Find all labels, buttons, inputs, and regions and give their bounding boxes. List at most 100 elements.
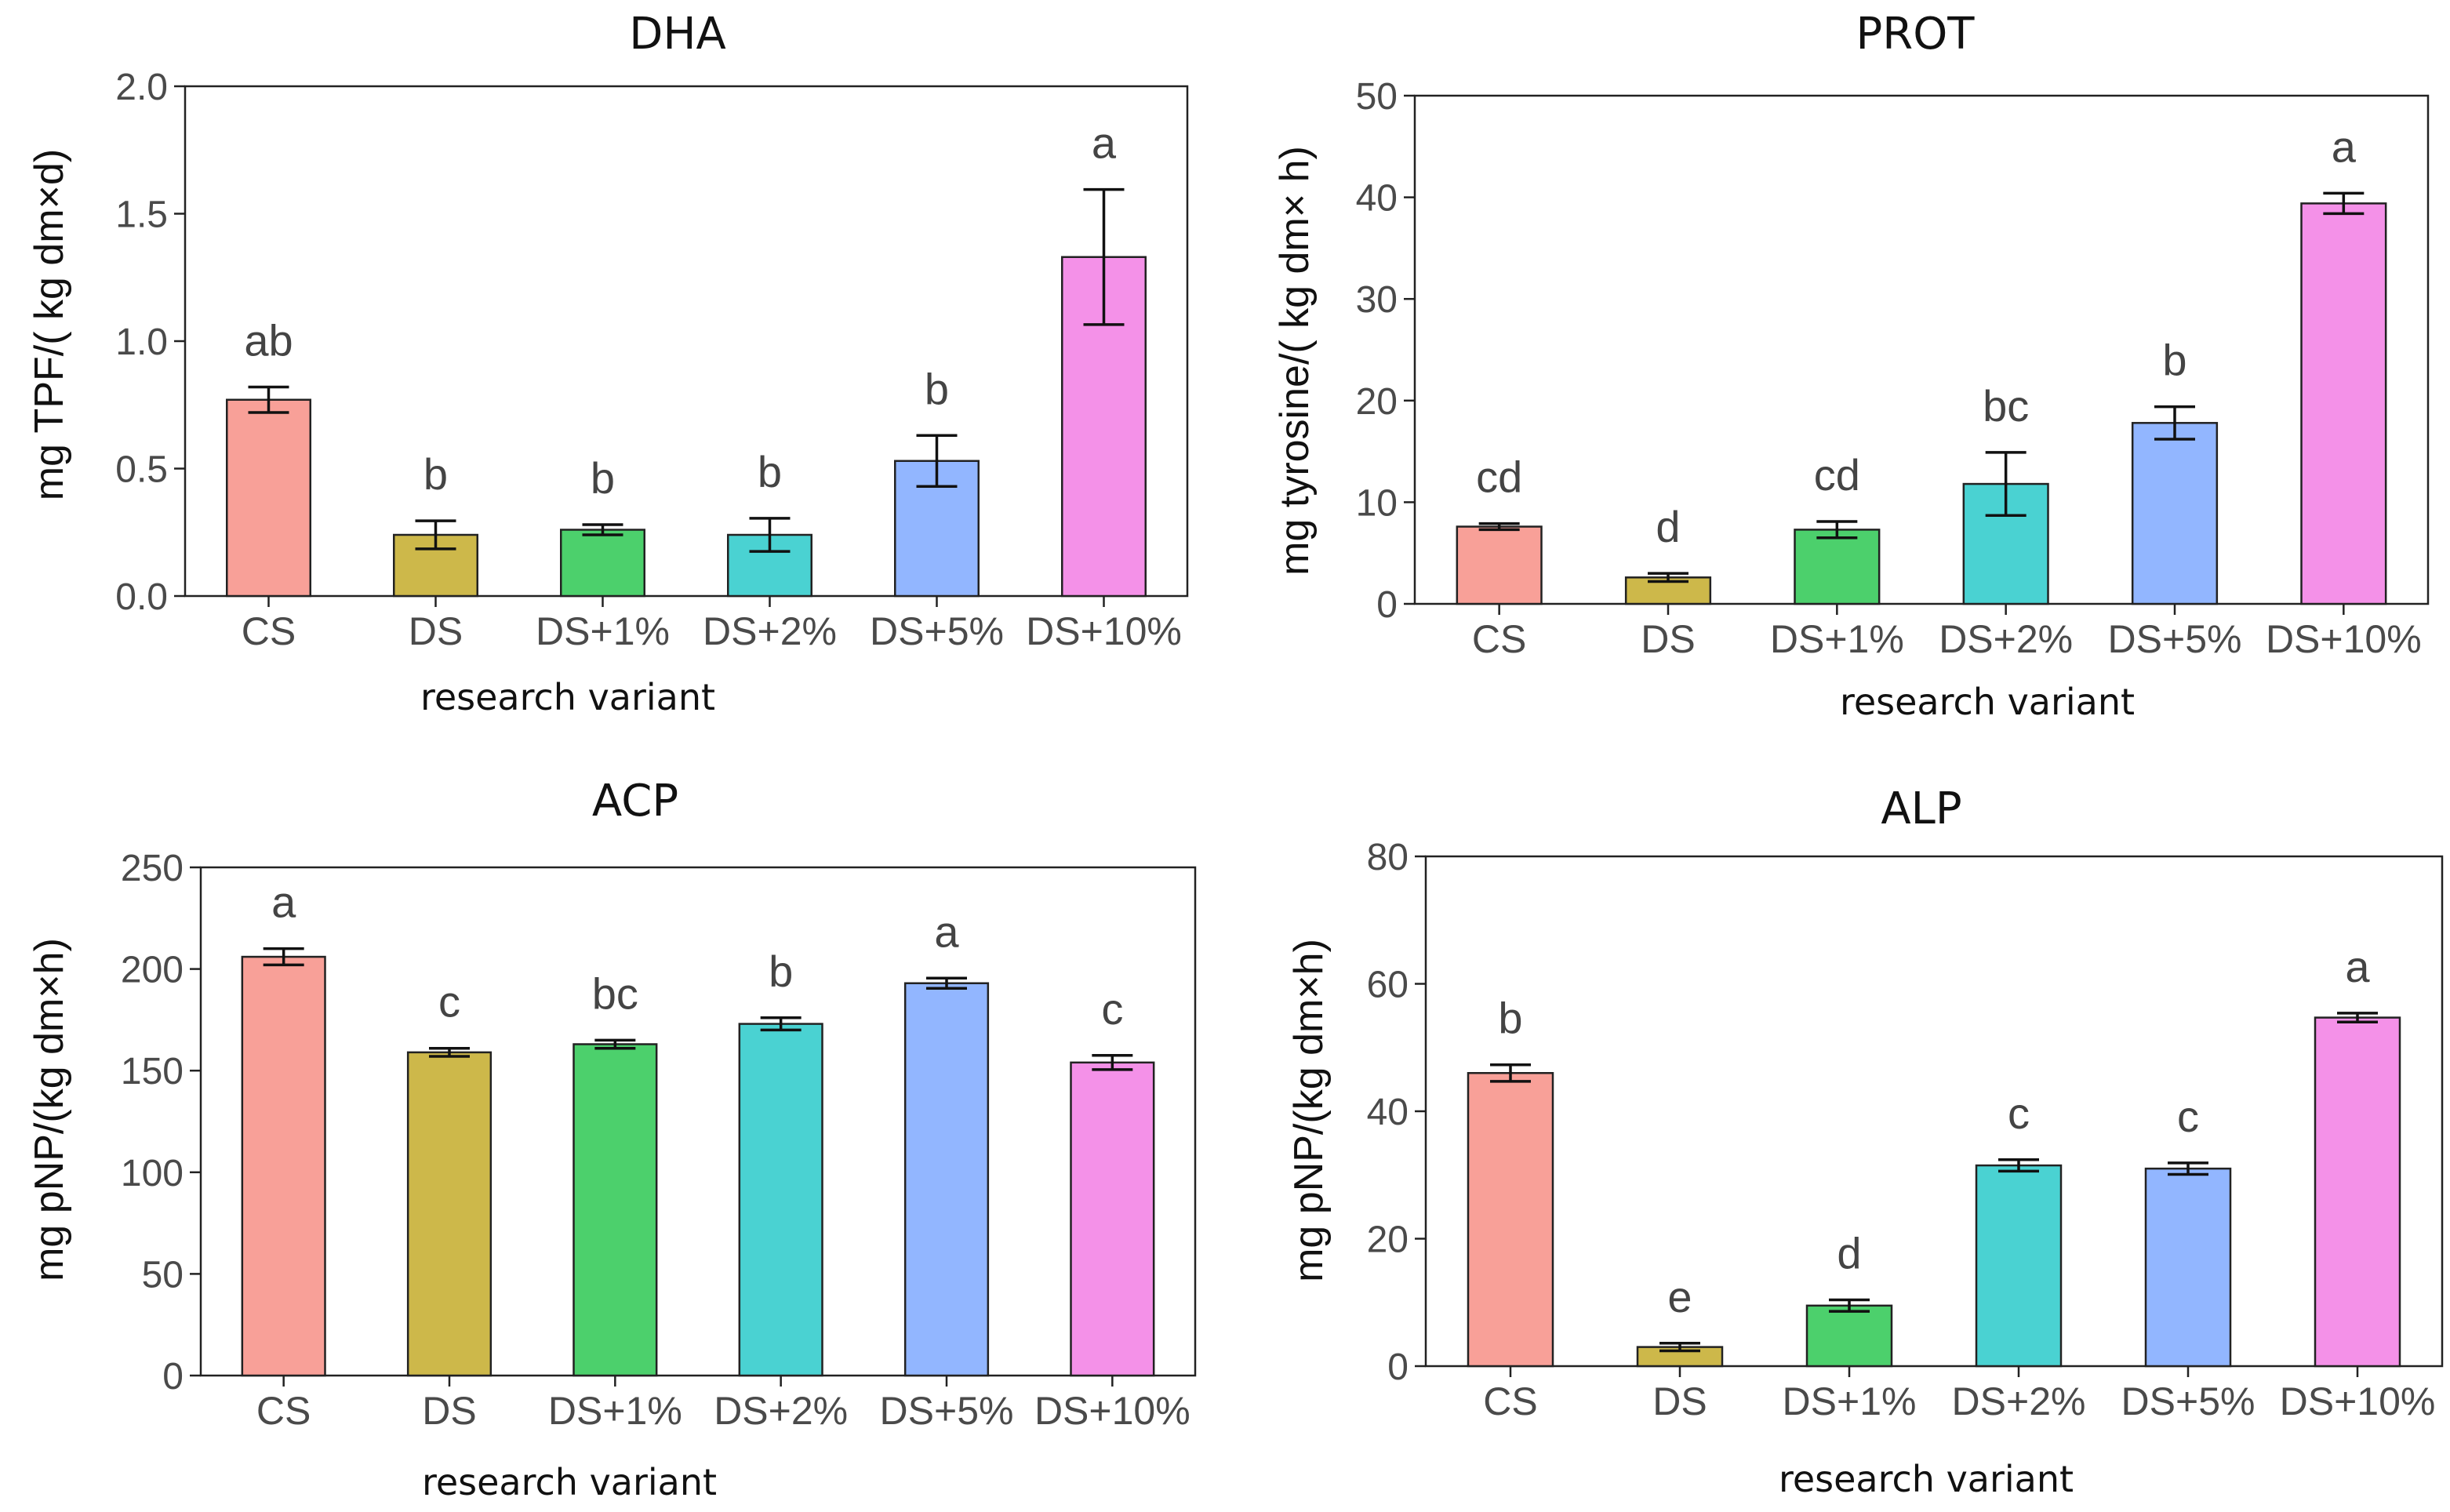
x-tick-label: DS: [1652, 1379, 1707, 1423]
x-axis-label: research variant: [1840, 681, 2135, 723]
chart-title: ACP: [592, 776, 678, 827]
bar-ds-plus-10pct: [2300, 202, 2387, 605]
significance-letter: b: [591, 453, 615, 503]
significance-letter: b: [423, 449, 448, 499]
significance-letter: a: [2345, 942, 2370, 991]
bar-ds: [406, 1051, 493, 1377]
bar-ds-plus-1pct: [560, 529, 645, 598]
y-tick-label: 0.5: [115, 449, 168, 491]
plot-area: 0 10 20 30 40 50 cd CS d DS cd DS+1% bc DS+2% b DS+5% a D…: [1356, 76, 2430, 661]
significance-letter: c: [438, 977, 460, 1027]
y-tick-label: 60: [1367, 965, 1409, 1006]
significance-letter: a: [2332, 122, 2357, 171]
bar-cs: [226, 398, 311, 598]
chart-panel-prot: PROT mg tyrosine/( kg dm× h) research va…: [1272, 9, 2430, 723]
y-tick-label: 30: [1356, 279, 1398, 321]
y-tick-label: 0: [1387, 1347, 1409, 1388]
bar-cs: [1467, 1072, 1554, 1368]
y-tick-label: 0: [162, 1356, 184, 1398]
significance-letter: b: [925, 364, 949, 413]
bar-ds-plus-10pct: [2314, 1016, 2401, 1368]
bar-cs: [1456, 525, 1543, 605]
significance-letter: d: [1837, 1229, 1861, 1278]
x-tick-label: CS: [1472, 617, 1526, 661]
y-axis-label: mg pNP/(kg dm×h): [1286, 939, 1332, 1282]
x-tick-label: DS+2%: [1952, 1379, 2086, 1423]
chart-panel-acp: ACP mg pNP/(kg dm×h) research variant 0 5…: [27, 776, 1197, 1503]
significance-letter: b: [1498, 994, 1522, 1043]
x-axis-label: research variant: [1779, 1458, 2074, 1500]
x-tick-label: DS+5%: [2108, 617, 2242, 661]
x-tick-label: DS: [422, 1389, 476, 1433]
y-tick-label: 1.0: [115, 322, 168, 363]
y-tick-label: 20: [1356, 381, 1398, 423]
chart-panel-alp: ALP mg pNP/(kg dm×h) research variant 0 2…: [1286, 783, 2444, 1500]
x-tick-label: DS+1%: [536, 609, 670, 653]
plot-frame: [1424, 855, 2444, 1368]
bar-ds-plus-2pct: [727, 533, 812, 598]
plot-frame: [199, 866, 1197, 1377]
y-axis-label: mg pNP/(kg dm×h): [27, 938, 72, 1281]
bar-cs: [241, 955, 326, 1377]
bar-ds-plus-2pct: [738, 1023, 823, 1377]
significance-letter: b: [769, 947, 793, 996]
y-tick-label: 250: [121, 848, 184, 889]
y-tick-label: 150: [121, 1051, 184, 1092]
bar-ds-plus-5pct: [903, 982, 990, 1377]
y-tick-label: 200: [121, 950, 184, 991]
x-tick-label: DS+10%: [2266, 617, 2422, 661]
bar-ds-plus-2pct: [1975, 1164, 2063, 1368]
significance-letter: d: [1656, 502, 1680, 551]
y-axis-label: mg tyrosine/( kg dm× h): [1272, 146, 1318, 576]
y-tick-label: 10: [1356, 482, 1398, 524]
bar-ds-plus-10pct: [1070, 1061, 1155, 1377]
x-axis-label: research variant: [422, 1461, 717, 1503]
y-tick-label: 20: [1367, 1219, 1409, 1261]
significance-letter: a: [1092, 118, 1117, 168]
x-tick-label: DS+1%: [548, 1389, 682, 1433]
x-tick-label: DS+5%: [2121, 1379, 2256, 1423]
y-tick-label: 100: [121, 1153, 184, 1194]
significance-letter: c: [2008, 1089, 2030, 1138]
chart-title: ALP: [1881, 783, 1961, 834]
significance-letter: cd: [1814, 450, 1860, 500]
significance-letter: cd: [1476, 453, 1522, 502]
significance-letter: bc: [592, 969, 638, 1018]
x-axis-label: research variant: [420, 676, 715, 718]
x-tick-label: CS: [242, 609, 296, 653]
x-tick-label: DS+10%: [1034, 1389, 1190, 1433]
x-tick-label: DS+5%: [870, 609, 1004, 653]
x-tick-label: DS+5%: [880, 1389, 1014, 1433]
significance-letter: c: [2177, 1092, 2199, 1141]
x-tick-label: DS+10%: [1026, 609, 1182, 653]
significance-letter: a: [934, 907, 959, 956]
y-tick-label: 1.5: [115, 194, 168, 236]
chart-panel-dha: DHA mg TPF/( kg dm×d) research variant 0…: [27, 9, 1189, 718]
x-tick-label: DS+1%: [1770, 617, 1904, 661]
x-tick-label: DS+1%: [1783, 1379, 1917, 1423]
y-tick-label: 40: [1356, 178, 1398, 220]
significance-letter: a: [271, 878, 296, 927]
y-tick-label: 2.0: [115, 67, 168, 108]
plot-area: 0.0 0.5 1.0 1.5 2.0 ab CS b DS b DS+1% b DS+2% b DS+5%…: [115, 67, 1189, 653]
x-tick-label: DS: [409, 609, 463, 653]
x-tick-label: DS+2%: [1939, 617, 2073, 661]
y-tick-label: 0.0: [115, 576, 168, 618]
bar-ds-plus-1pct: [573, 1043, 658, 1377]
x-tick-label: DS+2%: [714, 1389, 848, 1433]
significance-letter: ab: [244, 316, 293, 365]
x-tick-label: CS: [1483, 1379, 1537, 1423]
plot-frame: [1413, 94, 2430, 605]
plot-area: 0 20 40 60 80 b CS e DS d DS+1% c DS+2% c DS+5% a DS+10%: [1367, 837, 2444, 1423]
y-tick-label: 0: [1376, 584, 1398, 626]
bar-ds-plus-1pct: [1805, 1304, 1893, 1368]
bar-ds-plus-5pct: [2131, 422, 2219, 605]
chart-title: PROT: [1856, 9, 1976, 60]
y-tick-label: 40: [1367, 1092, 1409, 1133]
x-tick-label: CS: [256, 1389, 311, 1433]
x-tick-label: DS+10%: [2280, 1379, 2436, 1423]
plot-area: 0 50 100 150 200 250 a CS c DS bc DS+1% b DS+2% a DS+5%…: [121, 848, 1197, 1433]
y-axis-label: mg TPF/( kg dm×d): [27, 149, 72, 500]
significance-letter: c: [1101, 984, 1123, 1034]
